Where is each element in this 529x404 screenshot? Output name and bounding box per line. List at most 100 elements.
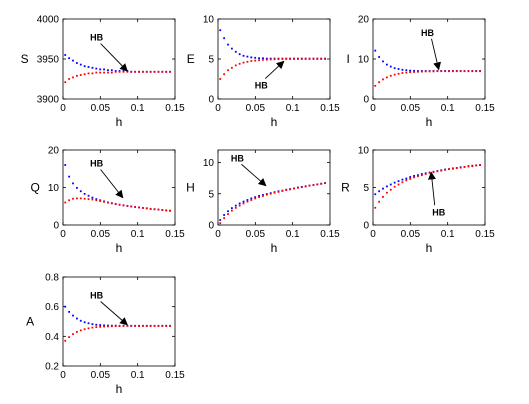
data-point <box>234 64 237 67</box>
data-point <box>95 198 98 201</box>
data-point <box>401 72 404 74</box>
axes-frame-q <box>62 149 176 226</box>
x-axis-label-i: h <box>426 115 433 129</box>
data-point <box>409 176 412 178</box>
data-point <box>153 70 156 73</box>
data-point <box>87 198 90 201</box>
data-point <box>467 165 470 168</box>
data-point <box>169 209 171 212</box>
data-point <box>219 219 222 221</box>
data-point <box>273 191 276 194</box>
data-point <box>165 209 168 212</box>
data-point <box>258 196 260 199</box>
data-point <box>413 174 415 177</box>
data-point <box>134 206 137 208</box>
data-point <box>300 58 303 60</box>
data-point <box>471 70 474 73</box>
x-tick-label-e: 0.15 <box>320 103 340 114</box>
data-point <box>451 70 454 73</box>
series-h-red <box>219 182 326 225</box>
x-tick-label-i: 0 <box>370 103 376 114</box>
hb-annotation-label-q: HB <box>90 159 103 169</box>
data-point <box>134 70 137 73</box>
y-tick-label-a: 0.6 <box>45 302 59 313</box>
data-point <box>114 203 117 205</box>
data-point <box>405 69 408 72</box>
data-point <box>242 202 245 205</box>
data-point <box>378 81 381 84</box>
data-point <box>300 186 303 189</box>
data-point <box>130 205 133 208</box>
data-point <box>417 175 419 178</box>
data-point <box>118 203 121 206</box>
data-point <box>87 72 90 75</box>
data-point <box>308 184 311 187</box>
data-point <box>459 70 462 73</box>
data-point <box>262 194 264 196</box>
y-axis-label-h: H <box>186 181 195 195</box>
axes-frame-r <box>372 149 486 226</box>
data-point <box>223 214 226 216</box>
hb-arrow-i <box>431 38 441 71</box>
x-tick-label-h: 0 <box>215 229 221 240</box>
data-point <box>324 58 326 60</box>
x-axis-label-q: h <box>116 241 123 255</box>
y-axis-label-i: I <box>346 52 349 66</box>
data-point <box>374 206 377 209</box>
data-point <box>223 37 226 40</box>
hb-annotation-label-r: HB <box>432 207 445 217</box>
data-point <box>149 70 152 73</box>
x-tick-label-e: 0.1 <box>286 103 300 114</box>
data-point <box>397 180 400 183</box>
x-tick-label-a: 0.15 <box>165 370 185 381</box>
x-tick-label-r: 0.1 <box>441 229 455 240</box>
data-point <box>114 70 117 73</box>
data-point <box>75 317 78 320</box>
data-point <box>64 339 67 342</box>
data-point <box>455 167 458 169</box>
data-point <box>72 182 74 185</box>
data-point <box>316 183 319 186</box>
data-point <box>219 222 222 225</box>
data-point <box>234 50 237 53</box>
data-point <box>238 202 241 205</box>
data-point <box>230 66 233 69</box>
hb-annotation-label-e: HB <box>255 81 268 91</box>
x-axis-label-e: h <box>271 115 278 129</box>
data-point <box>122 70 125 73</box>
hb-arrow-h <box>241 163 267 187</box>
data-point <box>118 325 121 327</box>
data-point <box>428 70 431 73</box>
data-point <box>273 58 276 61</box>
y-axis-label-a: A <box>26 315 34 329</box>
data-point <box>265 193 268 196</box>
data-point <box>397 183 400 186</box>
data-point <box>138 70 140 73</box>
series-q-red <box>64 197 171 212</box>
data-point <box>79 319 82 322</box>
series-r-red <box>374 164 481 209</box>
data-point <box>103 325 105 328</box>
data-point <box>110 71 113 74</box>
data-point <box>432 70 435 73</box>
x-tick-label-i: 0.15 <box>475 103 495 114</box>
data-point <box>87 327 90 330</box>
data-point <box>397 68 400 70</box>
data-point <box>405 177 408 180</box>
hb-annotation-label-i: HB <box>421 28 434 38</box>
data-point <box>83 328 86 331</box>
data-point <box>157 325 160 327</box>
data-point <box>401 181 404 184</box>
x-tick-label-h: 0.1 <box>286 229 300 240</box>
series-a-red <box>64 325 171 342</box>
data-point <box>424 70 427 73</box>
data-point <box>141 70 144 73</box>
data-point <box>68 78 71 80</box>
data-point <box>99 324 102 326</box>
data-point <box>413 69 415 72</box>
data-point <box>230 209 233 212</box>
x-tick-label-q: 0.1 <box>131 229 145 240</box>
data-point <box>107 69 109 72</box>
y-tick-label-q: 20 <box>48 146 60 157</box>
data-point <box>451 167 454 170</box>
